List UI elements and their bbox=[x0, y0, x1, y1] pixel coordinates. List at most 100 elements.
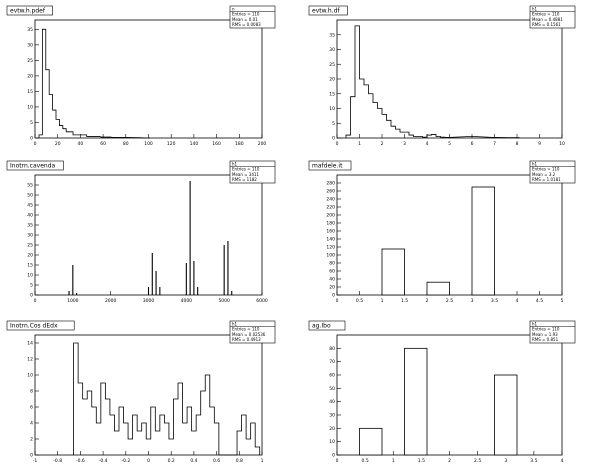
x-tick-label: -1 bbox=[33, 458, 38, 464]
y-tick-label: 100 bbox=[326, 253, 335, 259]
stats-line: Mean = 0.01 bbox=[232, 17, 258, 22]
chart-title: Inotrn.Cos dEdx bbox=[10, 323, 58, 330]
y-tick-label: 60 bbox=[329, 373, 335, 379]
histogram-bar bbox=[404, 347, 428, 456]
y-tick-label: 30 bbox=[27, 42, 33, 48]
histogram-bar bbox=[359, 427, 383, 456]
x-tick-label: 0 bbox=[336, 298, 339, 304]
title-box bbox=[308, 5, 348, 16]
stats-name: h1 bbox=[532, 322, 538, 327]
x-tick-label: 5 bbox=[448, 141, 451, 147]
plot-frame bbox=[336, 19, 563, 139]
x-tick-label: 3.5 bbox=[491, 298, 498, 304]
x-tick-label: 160 bbox=[212, 141, 221, 147]
x-tick-label: 4 bbox=[516, 298, 519, 304]
chart-panel-ml: 0 5 10 15 20 25 30 35 40 45 50 55 0 1000 2000 3000 4000 5… bbox=[6, 160, 276, 304]
y-tick-label: 80 bbox=[329, 261, 335, 267]
y-tick-label: 0 bbox=[30, 136, 33, 142]
x-tick-label: 3.5 bbox=[530, 458, 537, 464]
y-tick-label: 20 bbox=[329, 285, 335, 291]
chart-panel-br: 0 10 20 30 40 50 60 70 80 0 0.5 1 1.5 2 2.5 3 3.5 4 ag.Ibo… bbox=[308, 320, 576, 464]
y-tick-label: 55 bbox=[27, 183, 33, 189]
y-tick-label: 0 bbox=[332, 136, 335, 142]
y-tick-label: 0 bbox=[332, 453, 335, 459]
x-tick-label: 2 bbox=[426, 298, 429, 304]
x-tick-label: -0.8 bbox=[53, 458, 62, 464]
x-tick-label: 200 bbox=[258, 141, 267, 147]
histogram-bar bbox=[381, 248, 405, 296]
x-tick-label: 2 bbox=[381, 141, 384, 147]
histogram-series bbox=[38, 28, 151, 139]
histogram-bar bbox=[471, 186, 495, 296]
y-tick-label: 80 bbox=[329, 346, 335, 352]
x-tick-label: 0.8 bbox=[236, 458, 243, 464]
chart-panel-mr: 0204060801001201401601802002202402602800… bbox=[308, 160, 576, 304]
x-tick-label: 60 bbox=[100, 141, 106, 147]
x-tick-label: 8 bbox=[516, 141, 519, 147]
x-tick-label: 4 bbox=[561, 458, 564, 464]
title-box bbox=[308, 160, 352, 171]
x-tick-label: 0.5 bbox=[356, 298, 363, 304]
x-tick-label: 5000 bbox=[218, 298, 230, 304]
y-tick-label: 40 bbox=[329, 277, 335, 283]
stats-line: RMS = 0.851 bbox=[532, 337, 559, 342]
x-tick-label: 4000 bbox=[181, 298, 193, 304]
stats-line: Entries = 110 bbox=[232, 167, 260, 172]
chart-panel-tr: 0 5 10 15 20 25 30 35 0 1 2 3 4 5 6 7 8 9 10 evtw.h.df h1Ent… bbox=[308, 5, 576, 147]
stats-line: Mean = 0.02536 bbox=[232, 332, 266, 337]
y-tick-label: 45 bbox=[27, 203, 33, 209]
stats-line: RMS = 0.4913 bbox=[232, 337, 261, 342]
x-tick-label: 2.5 bbox=[446, 298, 453, 304]
chart-title: evtw.h.pdef bbox=[10, 8, 46, 15]
y-tick-label: 180 bbox=[326, 221, 335, 227]
x-tick-label: 0.4 bbox=[190, 458, 197, 464]
y-tick-label: 35 bbox=[329, 32, 335, 38]
histogram-bar bbox=[494, 374, 518, 456]
stats-line: Mean = 3411 bbox=[232, 172, 259, 177]
x-tick-label: 0.6 bbox=[213, 458, 220, 464]
plot-frame bbox=[34, 334, 263, 456]
x-tick-label: 2000 bbox=[105, 298, 117, 304]
stats-line: Mean = 3.2 bbox=[532, 172, 556, 177]
chart-title: ag.Ibo bbox=[312, 323, 331, 330]
x-tick-label: 0 bbox=[336, 141, 339, 147]
histogram-series bbox=[73, 342, 261, 456]
y-tick-label: 10 bbox=[27, 104, 33, 110]
x-tick-label: 1000 bbox=[67, 298, 79, 304]
x-tick-label: 3 bbox=[471, 298, 474, 304]
y-tick-label: 30 bbox=[27, 233, 33, 239]
y-tick-label: 30 bbox=[329, 47, 335, 53]
x-tick-label: 4 bbox=[426, 141, 429, 147]
x-tick-label: 0 bbox=[336, 458, 339, 464]
stats-line: Entries = 110 bbox=[232, 327, 260, 332]
y-tick-label: 20 bbox=[329, 426, 335, 432]
stats-name: n bbox=[232, 7, 235, 12]
y-tick-label: 0 bbox=[30, 293, 33, 299]
x-tick-label: -0.6 bbox=[76, 458, 85, 464]
x-tick-label: 0 bbox=[147, 458, 150, 464]
x-tick-label: 180 bbox=[235, 141, 244, 147]
y-tick-label: 220 bbox=[326, 205, 335, 211]
y-tick-label: 15 bbox=[27, 263, 33, 269]
chart-title: mafdele.it bbox=[312, 163, 343, 170]
stats-line: Mean = 1.93 bbox=[532, 332, 558, 337]
x-tick-label: 0 bbox=[34, 141, 37, 147]
x-tick-label: 6 bbox=[471, 141, 474, 147]
y-tick-label: 12 bbox=[27, 357, 33, 363]
stats-name: h1 bbox=[532, 162, 538, 167]
x-tick-label: 20 bbox=[55, 141, 61, 147]
x-tick-label: 5 bbox=[561, 298, 564, 304]
y-tick-label: 40 bbox=[27, 213, 33, 219]
x-tick-label: 1.5 bbox=[401, 298, 408, 304]
x-tick-label: 2.5 bbox=[474, 458, 481, 464]
y-tick-label: 2 bbox=[30, 437, 33, 443]
y-tick-label: 10 bbox=[329, 106, 335, 112]
y-tick-label: 35 bbox=[27, 27, 33, 33]
title-box bbox=[6, 5, 53, 16]
stats-line: RMS = 0.1561 bbox=[532, 22, 561, 27]
x-tick-label: 3000 bbox=[143, 298, 155, 304]
plot-frame bbox=[34, 19, 263, 139]
title-box bbox=[308, 320, 346, 331]
y-tick-label: 40 bbox=[329, 399, 335, 405]
